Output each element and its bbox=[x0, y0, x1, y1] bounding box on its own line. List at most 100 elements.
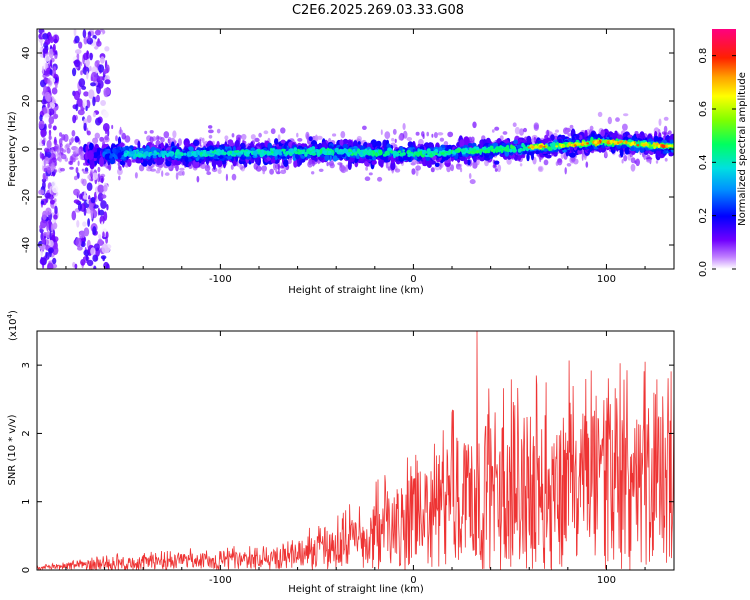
heatmap-cell bbox=[77, 246, 83, 251]
heatmap-cell bbox=[54, 161, 58, 166]
heatmap-cell bbox=[243, 162, 248, 168]
heatmap-cell bbox=[407, 152, 411, 158]
heatmap-cell bbox=[277, 164, 280, 172]
heatmap-cell bbox=[468, 173, 472, 179]
heatmap-cell bbox=[172, 130, 177, 139]
heatmap-cell bbox=[155, 170, 161, 174]
snr-xtick-label: 100 bbox=[597, 575, 616, 586]
heatmap-cell bbox=[227, 139, 234, 145]
heatmap-cell bbox=[85, 105, 88, 111]
heatmap-cell bbox=[44, 156, 50, 165]
heatmap-cell bbox=[290, 148, 294, 153]
heatmap-cell bbox=[176, 151, 181, 155]
heatmap-cell bbox=[254, 137, 260, 143]
heatmap-cell bbox=[626, 142, 631, 145]
heatmap-cell bbox=[157, 167, 162, 171]
heatmap-cell bbox=[267, 142, 273, 150]
heatmap-cell bbox=[104, 135, 109, 141]
heatmap-cell bbox=[630, 163, 636, 172]
heatmap-cell bbox=[426, 131, 430, 137]
heatmap-cell bbox=[390, 156, 395, 164]
heatmap-cell bbox=[380, 129, 383, 136]
heatmap-ytick-label: -40 bbox=[21, 237, 32, 253]
colorbar: 0.00.20.40.60.8 Normalized spectral ampl… bbox=[698, 29, 748, 277]
heatmap-cell bbox=[174, 160, 182, 166]
heatmap-cell bbox=[415, 131, 420, 136]
heatmap-cell bbox=[63, 134, 69, 142]
heatmap-cell bbox=[44, 113, 50, 119]
heatmap-cell bbox=[375, 152, 378, 158]
heatmap-cell bbox=[283, 159, 289, 167]
heatmap-cell bbox=[454, 148, 459, 153]
heatmap-cell bbox=[160, 137, 165, 143]
heatmap-cell bbox=[475, 150, 480, 153]
snr-frame bbox=[36, 330, 675, 571]
heatmap-cell bbox=[356, 156, 360, 159]
heatmap-cell bbox=[234, 150, 239, 153]
heatmap-cell bbox=[270, 128, 276, 135]
heatmap-cell bbox=[447, 131, 454, 138]
heatmap-cell bbox=[52, 222, 58, 230]
heatmap-cell bbox=[112, 148, 117, 154]
heatmap-cell bbox=[297, 151, 301, 155]
heatmap-cell bbox=[353, 151, 358, 156]
heatmap-cell bbox=[86, 208, 91, 214]
heatmap-cell bbox=[99, 175, 105, 183]
heatmap-cell bbox=[97, 173, 101, 178]
heatmap-cell bbox=[231, 173, 237, 181]
heatmap-cell bbox=[188, 152, 192, 156]
heatmap-cell bbox=[102, 256, 105, 262]
heatmap-cell bbox=[268, 152, 272, 156]
heatmap-cell bbox=[156, 135, 160, 142]
heatmap-cell bbox=[497, 164, 502, 173]
heatmap-cell bbox=[241, 133, 247, 141]
heatmap-cell bbox=[150, 168, 156, 172]
heatmap-cell bbox=[274, 138, 279, 145]
heatmap-cell bbox=[192, 139, 200, 147]
heatmap-cell bbox=[39, 114, 43, 122]
heatmap-cell bbox=[82, 98, 88, 109]
heatmap-cell bbox=[202, 149, 207, 153]
heatmap-cell bbox=[74, 35, 80, 44]
heatmap-cell bbox=[384, 131, 391, 140]
heatmap-cell bbox=[565, 129, 569, 134]
heatmap-cell bbox=[305, 131, 310, 140]
heatmap-cell bbox=[75, 49, 82, 55]
heatmap-cell bbox=[324, 154, 330, 162]
heatmap-cell bbox=[222, 151, 227, 156]
heatmap-cell bbox=[253, 162, 259, 170]
heatmap-cell bbox=[337, 162, 343, 166]
heatmap-cell bbox=[535, 150, 540, 155]
heatmap-cell bbox=[106, 165, 110, 169]
heatmap-cell bbox=[89, 65, 92, 72]
heatmap-cell bbox=[577, 149, 583, 155]
heatmap-cell bbox=[124, 135, 131, 143]
heatmap-cell bbox=[44, 55, 51, 62]
heatmap-cell bbox=[657, 137, 663, 141]
heatmap-cell bbox=[56, 146, 59, 153]
heatmap-cell bbox=[41, 178, 47, 183]
heatmap-cell bbox=[523, 127, 527, 133]
heatmap-cell bbox=[71, 210, 77, 221]
heatmap-cell bbox=[73, 90, 81, 101]
heatmap-cell bbox=[399, 152, 404, 157]
heatmap-cell bbox=[623, 113, 629, 117]
heatmap-cell bbox=[397, 150, 402, 153]
heatmap-cell bbox=[149, 136, 154, 143]
heatmap-cell bbox=[309, 147, 313, 151]
heatmap-cell bbox=[52, 43, 56, 53]
heatmap-cell bbox=[40, 128, 46, 138]
heatmap-cell bbox=[369, 151, 373, 155]
heatmap-cell bbox=[45, 207, 52, 216]
heatmap-cell bbox=[52, 114, 58, 120]
heatmap-cell bbox=[419, 146, 425, 150]
heatmap-cell bbox=[476, 158, 480, 166]
heatmap-cell bbox=[557, 158, 563, 166]
heatmap-cell bbox=[96, 40, 102, 47]
heatmap-xlabel: Height of straight line (km) bbox=[288, 285, 424, 296]
heatmap-cell bbox=[304, 152, 308, 157]
heatmap-cell bbox=[479, 139, 484, 150]
heatmap-cell bbox=[647, 143, 649, 148]
heatmap-cell bbox=[402, 123, 406, 130]
